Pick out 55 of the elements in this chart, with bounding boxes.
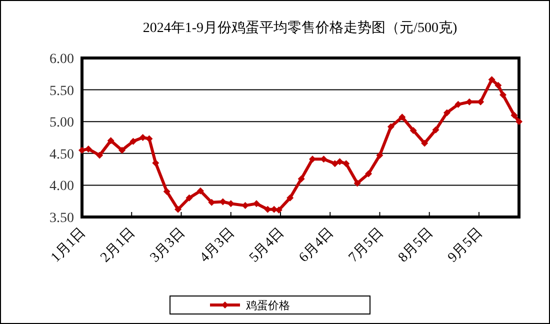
x-tick-label: 3月3日 bbox=[148, 225, 188, 266]
point bbox=[174, 206, 182, 213]
point bbox=[78, 146, 86, 154]
point bbox=[227, 200, 234, 208]
point bbox=[186, 194, 193, 202]
point bbox=[152, 159, 160, 166]
point bbox=[242, 202, 249, 210]
point bbox=[477, 98, 484, 106]
point bbox=[410, 127, 417, 134]
point bbox=[286, 194, 294, 202]
x-tick-label: 9月5日 bbox=[446, 225, 486, 266]
point bbox=[376, 152, 384, 159]
x-tick-label: 7月5日 bbox=[346, 225, 387, 266]
point bbox=[432, 126, 440, 134]
point bbox=[342, 160, 350, 168]
x-tick-label: 2月1日 bbox=[98, 225, 138, 266]
x-tick-label: 1月1日 bbox=[48, 225, 89, 266]
point bbox=[488, 76, 496, 84]
legend-label: 鸡蛋价格 bbox=[245, 300, 290, 312]
point bbox=[365, 170, 372, 178]
point bbox=[163, 188, 170, 196]
y-tick-label: 3.50 bbox=[50, 211, 74, 226]
point bbox=[454, 100, 462, 108]
point bbox=[298, 175, 305, 182]
x-tick-label: 8月5日 bbox=[396, 225, 436, 266]
y-tick-label: 4.00 bbox=[50, 179, 74, 194]
point bbox=[354, 180, 361, 187]
point bbox=[331, 160, 338, 168]
x-tick-label: 5月4日 bbox=[247, 225, 288, 266]
chart-title: 2024年1-9月份鸡蛋平均零售价格走势图（元/500克) bbox=[142, 20, 458, 36]
y-tick-label: 6.00 bbox=[50, 52, 74, 67]
point bbox=[499, 91, 506, 98]
point bbox=[270, 206, 278, 213]
point bbox=[96, 152, 104, 159]
y-tick-label: 4.50 bbox=[50, 147, 74, 162]
y-tick-label: 5.00 bbox=[50, 116, 74, 131]
point bbox=[130, 138, 137, 145]
point bbox=[118, 146, 126, 154]
point bbox=[494, 82, 502, 89]
point bbox=[443, 109, 450, 116]
point bbox=[466, 98, 473, 106]
point bbox=[336, 158, 344, 166]
x-tick-label: 4月3日 bbox=[197, 225, 238, 266]
x-tick-label: 6月4日 bbox=[296, 225, 337, 266]
point bbox=[421, 140, 428, 147]
point bbox=[252, 200, 260, 208]
point bbox=[398, 114, 406, 121]
point bbox=[387, 123, 394, 130]
point bbox=[146, 135, 153, 142]
point bbox=[196, 187, 204, 194]
y-tick-label: 5.50 bbox=[50, 84, 74, 99]
point bbox=[516, 118, 522, 126]
point bbox=[139, 134, 146, 141]
point bbox=[107, 137, 114, 144]
point bbox=[510, 112, 518, 119]
